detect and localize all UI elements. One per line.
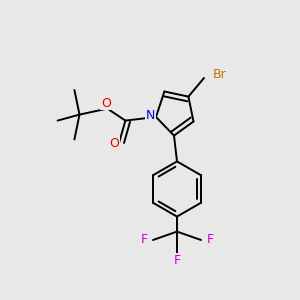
Text: O: O	[109, 136, 119, 150]
Text: Br: Br	[213, 68, 227, 82]
Text: O: O	[101, 97, 111, 110]
Text: F: F	[206, 233, 214, 246]
Text: F: F	[173, 254, 181, 267]
Text: N: N	[146, 109, 155, 122]
Text: F: F	[140, 233, 148, 246]
